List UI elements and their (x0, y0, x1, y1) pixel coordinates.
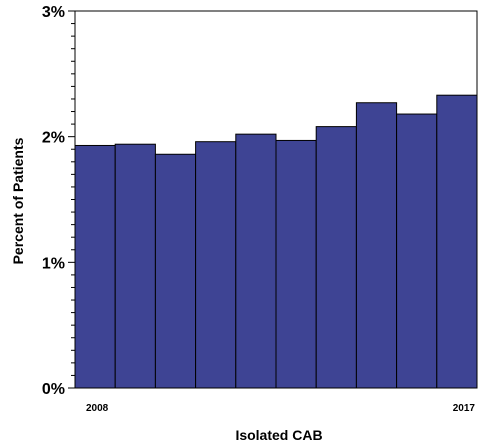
y-tick-label: 3% (42, 4, 65, 21)
y-axis-tick-labels: 0% 1% 2% 3% (42, 4, 65, 398)
bar-2016 (396, 113, 438, 389)
bar-2015 (355, 102, 398, 389)
y-axis-ticks (68, 10, 75, 389)
bar-2012 (235, 133, 277, 389)
bar-2013 (275, 139, 317, 389)
x-tick-label: 2017 (453, 403, 476, 414)
bar-2010 (154, 153, 197, 389)
y-axis-title: Percent of Patients (10, 137, 26, 264)
x-axis-tick-labels: 2008 2017 (86, 403, 475, 414)
y-tick-label: 1% (42, 255, 65, 272)
x-tick-label: 2008 (86, 403, 109, 414)
bar-2009 (114, 143, 156, 389)
bar-2014 (315, 126, 357, 389)
bar-2017 (436, 94, 478, 389)
bar-2011 (195, 141, 237, 389)
x-axis-title: Isolated CAB (235, 427, 322, 443)
bar-2008 (74, 144, 116, 389)
y-tick-label: 0% (42, 381, 65, 398)
bars-group (74, 94, 478, 389)
y-tick-label: 2% (42, 130, 65, 147)
